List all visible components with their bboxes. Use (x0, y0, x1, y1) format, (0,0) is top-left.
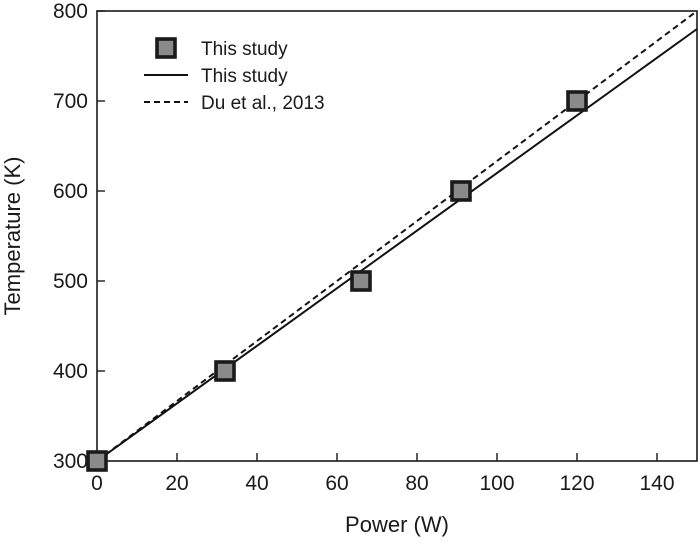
y-tick-label: 400 (53, 360, 88, 383)
x-axis-title: Power (W) (345, 512, 449, 537)
x-tick-label: 20 (165, 472, 188, 495)
solid-fit-line (96, 28, 698, 462)
x-axis-ticks: 0 20 40 60 80 100 120 140 (91, 453, 675, 495)
x-tick-label: 120 (559, 472, 594, 495)
y-axis-title: Temperature (K) (0, 157, 25, 316)
plot-frame (96, 10, 698, 462)
legend: This study This study Du et al., 2013 (144, 37, 325, 114)
x-tick-label: 60 (325, 472, 348, 495)
dashed-fit-line (96, 10, 698, 462)
y-tick-label: 300 (53, 450, 88, 473)
x-tick-label: 0 (91, 472, 103, 495)
x-tick-label: 100 (479, 472, 514, 495)
y-tick-label: 600 (53, 180, 88, 203)
axes (96, 10, 698, 462)
legend-label: Du et al., 2013 (201, 93, 325, 114)
y-axis-ticks: 300 400 500 600 700 800 (53, 0, 105, 473)
y-tick-label: 800 (53, 0, 88, 23)
y-tick-label: 500 (53, 270, 88, 293)
series-lines (96, 10, 698, 462)
legend-marker-symbol (155, 37, 177, 59)
x-tick-label: 40 (245, 472, 268, 495)
y-tick-label: 700 (53, 90, 88, 113)
legend-label: This study (201, 66, 288, 87)
series-markers (86, 90, 588, 472)
data-point (350, 270, 372, 292)
data-point (566, 90, 588, 112)
data-point (214, 360, 236, 382)
x-tick-label: 80 (405, 472, 428, 495)
data-point (450, 180, 472, 202)
data-point (86, 450, 108, 472)
x-tick-label: 140 (639, 472, 674, 495)
legend-label: This study (201, 39, 288, 60)
